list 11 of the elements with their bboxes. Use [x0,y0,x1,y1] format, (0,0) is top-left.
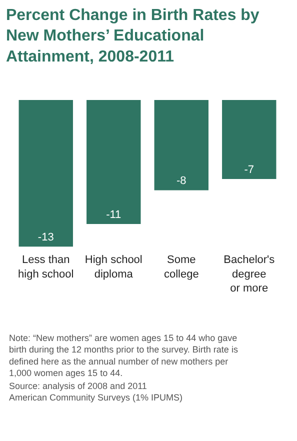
data-label: -8 [176,175,186,188]
data-label: -13 [38,232,54,244]
x-tick-label: Some college [164,254,199,280]
x-tick-label: Bachelor's degree or more [224,254,276,295]
source-note: Source: analysis of 2008 and 2011 American Community Surveys (1% IPUMS) [9,381,183,403]
data-label: -7 [244,164,254,176]
x-tick-label: High school diploma [84,254,142,280]
text: Note: “New mothers” are women ages 15 to 44 who gave birth during the 12 months prior to the survey. Birth rate is defined here as the annual number of new mothers per 1,000 women ages 15 to 44. [9,333,238,378]
data-label: -11 [106,209,122,222]
x-tick-label: Less than high school [18,254,74,280]
chart-title: Percent Change in Birth Rates by New Mothers’ Educational Attainment, 2008-2011 [6,6,260,66]
